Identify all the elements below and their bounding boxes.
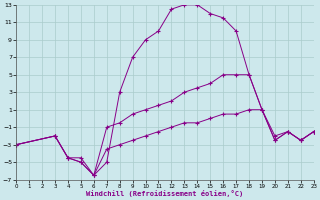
X-axis label: Windchill (Refroidissement éolien,°C): Windchill (Refroidissement éolien,°C) [86, 190, 244, 197]
